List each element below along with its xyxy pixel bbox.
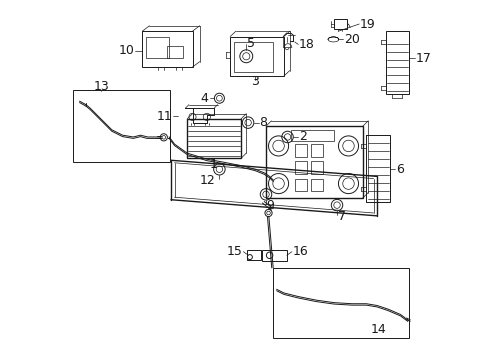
Bar xyxy=(265,126,362,198)
Text: 9: 9 xyxy=(266,199,274,212)
Bar xyxy=(294,144,306,157)
Text: 6: 6 xyxy=(395,163,403,176)
Text: 17: 17 xyxy=(415,51,430,64)
Bar xyxy=(310,161,323,174)
Text: 4: 4 xyxy=(201,92,208,105)
Bar xyxy=(310,144,323,157)
Text: 20: 20 xyxy=(343,33,359,46)
Text: 18: 18 xyxy=(298,38,314,51)
Bar xyxy=(386,31,408,94)
Bar xyxy=(145,37,169,58)
Text: 3: 3 xyxy=(250,75,258,88)
Text: 16: 16 xyxy=(292,245,307,258)
Text: 5: 5 xyxy=(246,36,254,50)
Bar xyxy=(273,268,408,338)
Text: 13: 13 xyxy=(93,80,109,93)
Bar xyxy=(294,179,306,191)
Text: 15: 15 xyxy=(226,244,242,257)
Bar xyxy=(187,119,241,158)
Text: 12: 12 xyxy=(199,174,215,187)
Bar xyxy=(294,161,306,174)
Text: 11: 11 xyxy=(157,110,172,123)
Bar xyxy=(247,249,261,260)
Text: 8: 8 xyxy=(259,116,267,129)
Bar xyxy=(290,130,333,141)
Bar xyxy=(73,90,169,162)
Bar xyxy=(142,31,192,67)
Bar xyxy=(262,250,286,261)
Bar xyxy=(333,19,346,30)
Text: 7: 7 xyxy=(337,210,345,223)
Bar xyxy=(230,37,284,76)
Text: 14: 14 xyxy=(370,323,386,336)
Bar xyxy=(166,45,183,58)
Text: 1: 1 xyxy=(209,158,217,171)
Bar xyxy=(234,42,273,72)
Text: 10: 10 xyxy=(118,44,134,57)
Bar xyxy=(310,179,323,191)
Text: 2: 2 xyxy=(298,130,306,144)
Text: 19: 19 xyxy=(359,18,375,31)
